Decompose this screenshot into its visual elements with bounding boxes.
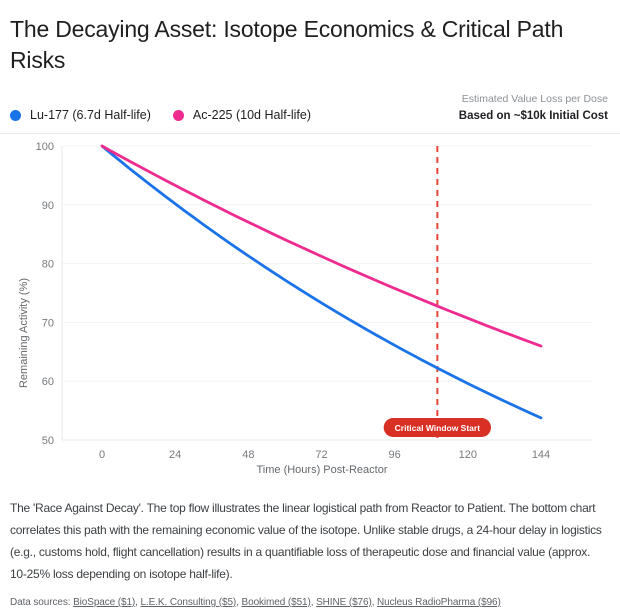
- y-axis-title: Remaining Activity (%): [18, 278, 30, 388]
- chart-caption: The 'Race Against Decay'. The top flow i…: [10, 501, 602, 581]
- data-sources-label: Data sources:: [10, 597, 71, 608]
- data-sources-line: Data sources: BioSpace ($1), L.E.K. Cons…: [10, 597, 501, 608]
- y-tick-70: 70: [42, 317, 54, 329]
- y-tick-60: 60: [42, 376, 54, 388]
- x-tick-96: 96: [389, 449, 401, 461]
- critical-window-badge-label: Critical Window Start: [395, 423, 481, 433]
- y-tick-90: 90: [42, 200, 54, 212]
- value-loss-note-line2: Based on ~$10k Initial Cost: [458, 110, 608, 122]
- legend-item-lu177[interactable]: Lu-177 (6.7d Half-life): [10, 108, 151, 122]
- lu177-legend-dot-icon: [10, 109, 21, 121]
- ac225-legend-dot-icon: [172, 109, 184, 121]
- x-tick-72: 72: [315, 449, 327, 461]
- x-tick-0: 0: [99, 449, 105, 461]
- x-tick-144: 144: [532, 449, 550, 461]
- ac225-legend-label: Ac-225 (10d Half-life): [192, 108, 312, 122]
- x-tick-24: 24: [169, 449, 181, 461]
- chart-header-row: Lu-177 (6.7d Half-life) Ac-225 (10d Half…: [10, 92, 608, 124]
- source-link-5[interactable]: Nucleus RadioPharma ($96): [377, 597, 501, 608]
- x-tick-48: 48: [242, 449, 254, 461]
- source-link-4[interactable]: SHINE ($76): [316, 597, 372, 608]
- page-title: The Decaying Asset: Isotope Economics & …: [10, 16, 564, 73]
- x-axis-title: Time (Hours) Post-Reactor: [256, 464, 387, 476]
- y-tick-80: 80: [42, 259, 54, 271]
- value-loss-note: Estimated Value Loss per Dose Based on ~…: [459, 92, 608, 124]
- header-divider: [0, 133, 620, 134]
- series-line-1: [100, 144, 543, 348]
- x-tick-120: 120: [459, 449, 477, 461]
- chart-legend: Lu-177 (6.7d Half-life) Ac-225 (10d Half…: [10, 108, 311, 124]
- decay-line-chart: 50 60 70 80 90 100 0 24 48 72 96 120 144 Time (Hours)…: [0, 134, 620, 477]
- lu177-legend-label: Lu-177 (6.7d Half-life): [30, 108, 151, 122]
- source-link-3[interactable]: Bookimed ($51): [241, 597, 311, 608]
- value-loss-note-line1: Estimated Value Loss per Dose: [461, 93, 608, 105]
- legend-item-ac225[interactable]: Ac-225 (10d Half-life): [172, 108, 312, 122]
- source-link-2[interactable]: L.E.K. Consulting ($5): [140, 597, 237, 608]
- series-line-0: [100, 144, 543, 420]
- source-link-1[interactable]: BioSpace ($1): [73, 597, 136, 608]
- y-tick-100: 100: [36, 141, 54, 153]
- critical-window-badge: [383, 418, 492, 437]
- y-tick-50: 50: [42, 435, 54, 447]
- decay-chart-canvas: 50 60 70 80 90 100 0 24 48 72 96 120 144 Time (Hours)…: [18, 141, 592, 476]
